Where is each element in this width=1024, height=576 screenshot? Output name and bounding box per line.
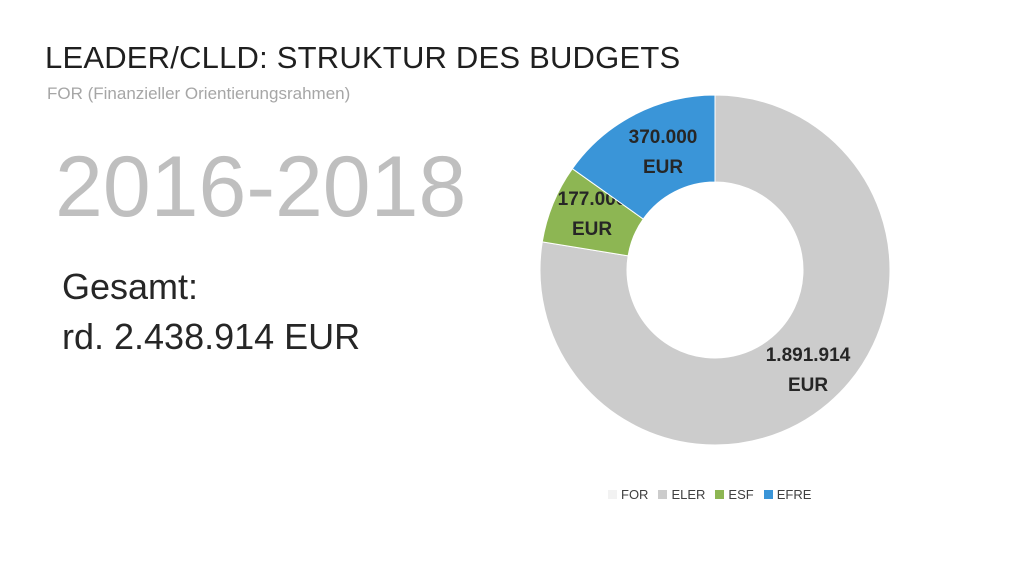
legend-label: ELER	[671, 487, 706, 502]
total-value: rd. 2.438.914 EUR	[62, 316, 361, 357]
slice-eler	[539, 94, 891, 446]
legend-label: FOR	[621, 487, 649, 502]
total-label: Gesamt:	[62, 266, 199, 307]
legend-item-for: FOR	[608, 487, 648, 502]
chart-legend: FOR ELER ESF EFRE	[608, 487, 811, 502]
legend-swatch	[608, 490, 617, 499]
data-label-efre: EUR	[643, 157, 683, 178]
legend-label: ESF	[728, 487, 754, 502]
slide-title: LEADER/CLLD: STRUKTUR DES BUDGETS	[45, 40, 681, 75]
legend-swatch	[763, 490, 773, 499]
data-label-eler: 1.891.914	[766, 345, 851, 366]
slide-subtitle: FOR (Finanzieller Orientierungsrahmen)	[47, 84, 351, 103]
legend-swatch	[658, 490, 668, 499]
legend-item-esf: ESF	[715, 487, 754, 502]
data-label-esf: EUR	[572, 219, 612, 240]
period-label: 2016-2018	[55, 139, 467, 235]
data-label-efre: 370.000	[629, 127, 698, 148]
legend-item-efre: EFRE	[763, 487, 812, 502]
slice-efre	[571, 94, 716, 220]
legend-swatch	[715, 490, 725, 499]
legend-label: EFRE	[776, 487, 812, 502]
data-label-eler: EUR	[788, 375, 828, 396]
legend-item-eler: ELER	[658, 487, 705, 502]
